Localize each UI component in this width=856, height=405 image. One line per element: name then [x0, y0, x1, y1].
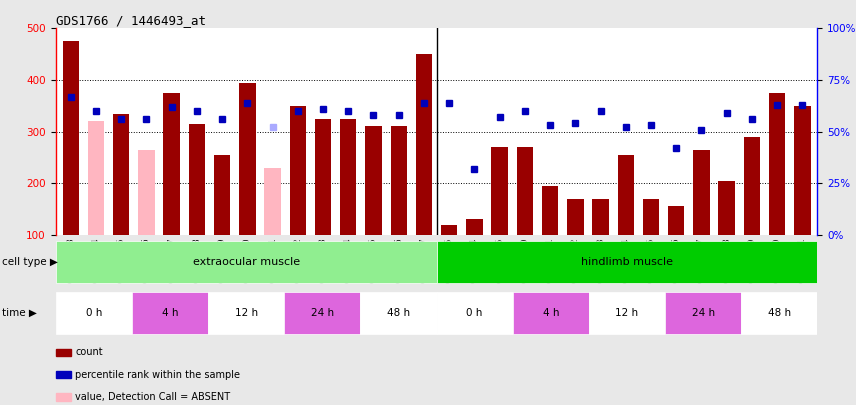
Text: value, Detection Call = ABSENT: value, Detection Call = ABSENT: [75, 392, 230, 402]
Bar: [132, 292, 208, 334]
Bar: [139, 150, 155, 235]
Text: 12 h: 12 h: [235, 308, 258, 318]
Text: extraocular muscle: extraocular muscle: [193, 257, 300, 267]
Bar: [769, 93, 785, 235]
Bar: [741, 292, 817, 334]
Bar: [366, 126, 382, 235]
Bar: [568, 199, 584, 235]
Bar: [437, 241, 817, 283]
Bar: [517, 147, 533, 235]
Bar: [360, 292, 437, 334]
Bar: [513, 292, 589, 334]
Bar: [340, 119, 356, 235]
Bar: [491, 147, 508, 235]
Bar: [315, 119, 331, 235]
Text: 4 h: 4 h: [543, 308, 559, 318]
Bar: [437, 292, 513, 334]
Text: 24 h: 24 h: [311, 308, 334, 318]
Bar: [56, 292, 132, 334]
Bar: [214, 155, 230, 235]
Bar: [62, 41, 79, 235]
Bar: [589, 292, 665, 334]
Bar: [56, 241, 437, 283]
Text: count: count: [75, 347, 103, 357]
Text: 48 h: 48 h: [768, 308, 791, 318]
Bar: [390, 126, 407, 235]
Bar: [617, 155, 634, 235]
Bar: [794, 106, 811, 235]
Text: 24 h: 24 h: [692, 308, 715, 318]
Bar: [289, 106, 306, 235]
Text: 4 h: 4 h: [162, 308, 178, 318]
Text: 0 h: 0 h: [86, 308, 102, 318]
Text: percentile rank within the sample: percentile rank within the sample: [75, 370, 241, 379]
Text: time ▶: time ▶: [2, 308, 37, 318]
Bar: [542, 186, 558, 235]
Bar: [668, 207, 685, 235]
Bar: [113, 113, 129, 235]
Text: hindlimb muscle: hindlimb muscle: [581, 257, 673, 267]
Bar: [643, 199, 659, 235]
Bar: [467, 220, 483, 235]
Bar: [239, 83, 256, 235]
Bar: [163, 93, 180, 235]
Bar: [208, 292, 284, 334]
Bar: [188, 124, 205, 235]
Bar: [693, 150, 710, 235]
Bar: [744, 137, 760, 235]
Bar: [718, 181, 734, 235]
Text: GDS1766 / 1446493_at: GDS1766 / 1446493_at: [56, 14, 205, 27]
Bar: [665, 292, 741, 334]
Bar: [416, 54, 432, 235]
Text: cell type ▶: cell type ▶: [2, 257, 57, 267]
Bar: [592, 199, 609, 235]
Bar: [284, 292, 360, 334]
Bar: [441, 224, 457, 235]
Text: 0 h: 0 h: [467, 308, 483, 318]
Text: 12 h: 12 h: [615, 308, 639, 318]
Text: 48 h: 48 h: [387, 308, 410, 318]
Bar: [88, 122, 104, 235]
Bar: [265, 168, 281, 235]
